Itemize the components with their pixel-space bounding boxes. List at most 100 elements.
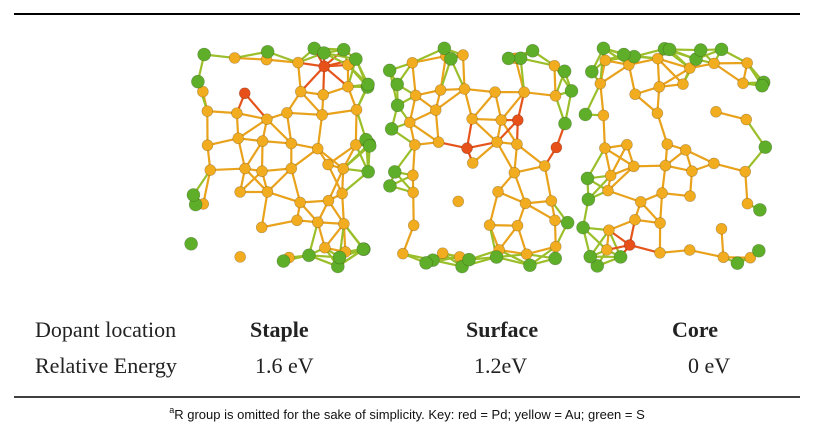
sulfur-atom <box>198 48 211 61</box>
sulfur-atom <box>383 64 396 77</box>
energy-value: 1.2eV <box>474 353 527 378</box>
gold-atom <box>467 158 478 169</box>
sulfur-atom <box>317 46 330 59</box>
gold-atom <box>630 89 641 100</box>
sulfur-atom <box>349 53 362 66</box>
row-label: Dopant location <box>35 317 176 342</box>
gold-atom <box>317 109 328 120</box>
gold-atom <box>459 83 470 94</box>
structures <box>185 42 772 273</box>
sulfur-atom <box>558 117 571 130</box>
palladium-atom <box>624 240 635 251</box>
sulfur-atom <box>565 84 578 97</box>
gold-atom <box>323 195 334 206</box>
gold-atom <box>621 139 632 150</box>
gold-atom <box>662 139 673 150</box>
gold-atom <box>740 166 751 177</box>
palladium-atom <box>319 61 330 72</box>
palladium-atom <box>512 115 523 126</box>
palladium-atom <box>239 88 250 99</box>
gold-atom <box>342 81 353 92</box>
gold-atom <box>262 186 273 197</box>
gold-atom <box>655 218 666 229</box>
gold-atom <box>458 50 469 61</box>
gold-atom <box>338 163 349 174</box>
gold-atom <box>256 222 267 233</box>
gold-atom <box>453 196 464 207</box>
gold-atom <box>202 106 213 117</box>
gold-atom <box>318 89 329 100</box>
gold-atom <box>496 115 507 126</box>
gold-atom <box>257 166 268 177</box>
sulfur-atom <box>302 249 315 262</box>
sulfur-atom <box>514 52 527 65</box>
sulfur-atom <box>614 250 627 263</box>
gold-atom <box>550 90 561 101</box>
gold-atom <box>233 133 244 144</box>
gold-atom <box>351 104 362 115</box>
sulfur-atom <box>420 256 433 269</box>
gold-atom <box>521 249 532 260</box>
sulfur-atom <box>337 43 350 56</box>
gold-atom <box>407 170 418 181</box>
gold-atom <box>512 139 523 150</box>
gold-atom <box>718 252 729 263</box>
sulfur-atom <box>523 259 536 272</box>
gold-atom <box>742 198 753 209</box>
energy-value: 0 eV <box>688 353 730 378</box>
gold-atom <box>550 215 561 226</box>
gold-atom <box>202 140 213 151</box>
gold-atom <box>539 160 550 171</box>
gold-atom <box>678 79 689 90</box>
gold-atom <box>519 87 530 98</box>
gold-atom <box>433 137 444 148</box>
gold-atom <box>654 81 665 92</box>
gold-atom <box>680 144 691 155</box>
gold-atom <box>467 113 478 124</box>
sulfur-atom <box>549 252 562 265</box>
sulfur-atom <box>277 255 290 268</box>
gold-atom <box>257 136 268 147</box>
gold-atom <box>404 117 415 128</box>
gold-atom <box>312 143 323 154</box>
sulfur-atom <box>391 78 404 91</box>
sulfur-atom <box>617 48 630 61</box>
gold-atom <box>601 244 612 255</box>
palladium-atom <box>462 143 473 154</box>
sulfur-atom <box>756 79 769 92</box>
sulfur-atom <box>187 188 200 201</box>
gold-atom <box>600 55 611 66</box>
sulfur-atom <box>582 193 595 206</box>
sulfur-atom <box>731 257 744 270</box>
sulfur-atom <box>558 65 571 78</box>
column-heading: Core <box>672 317 718 342</box>
gold-atom <box>293 57 304 68</box>
gold-atom <box>741 114 752 125</box>
gold-atom <box>685 191 696 202</box>
gold-atom <box>240 163 251 174</box>
gold-atom <box>550 241 561 252</box>
sulfur-atom <box>502 52 515 65</box>
gold-atom <box>407 57 418 68</box>
gold-atom <box>493 186 504 197</box>
gold-atom <box>599 143 610 154</box>
column-heading: Surface <box>466 317 538 342</box>
gold-atom <box>397 248 408 259</box>
sulfur-atom <box>579 108 592 121</box>
gold-atom <box>491 137 502 148</box>
gold-atom <box>603 225 614 236</box>
gold-atom <box>628 161 639 172</box>
gold-atom <box>660 160 671 171</box>
gold-atom <box>319 242 330 253</box>
gold-atom <box>323 159 334 170</box>
gold-atom <box>708 158 719 169</box>
gold-atom <box>286 138 297 149</box>
sulfur-atom <box>462 253 475 266</box>
sulfur-atom <box>357 243 370 256</box>
gold-atom <box>410 90 421 101</box>
footnote: aR group is omitted for the sake of simp… <box>169 405 645 422</box>
gold-atom <box>292 215 303 226</box>
sulfur-atom <box>526 44 539 57</box>
sulfur-atom <box>362 78 375 91</box>
